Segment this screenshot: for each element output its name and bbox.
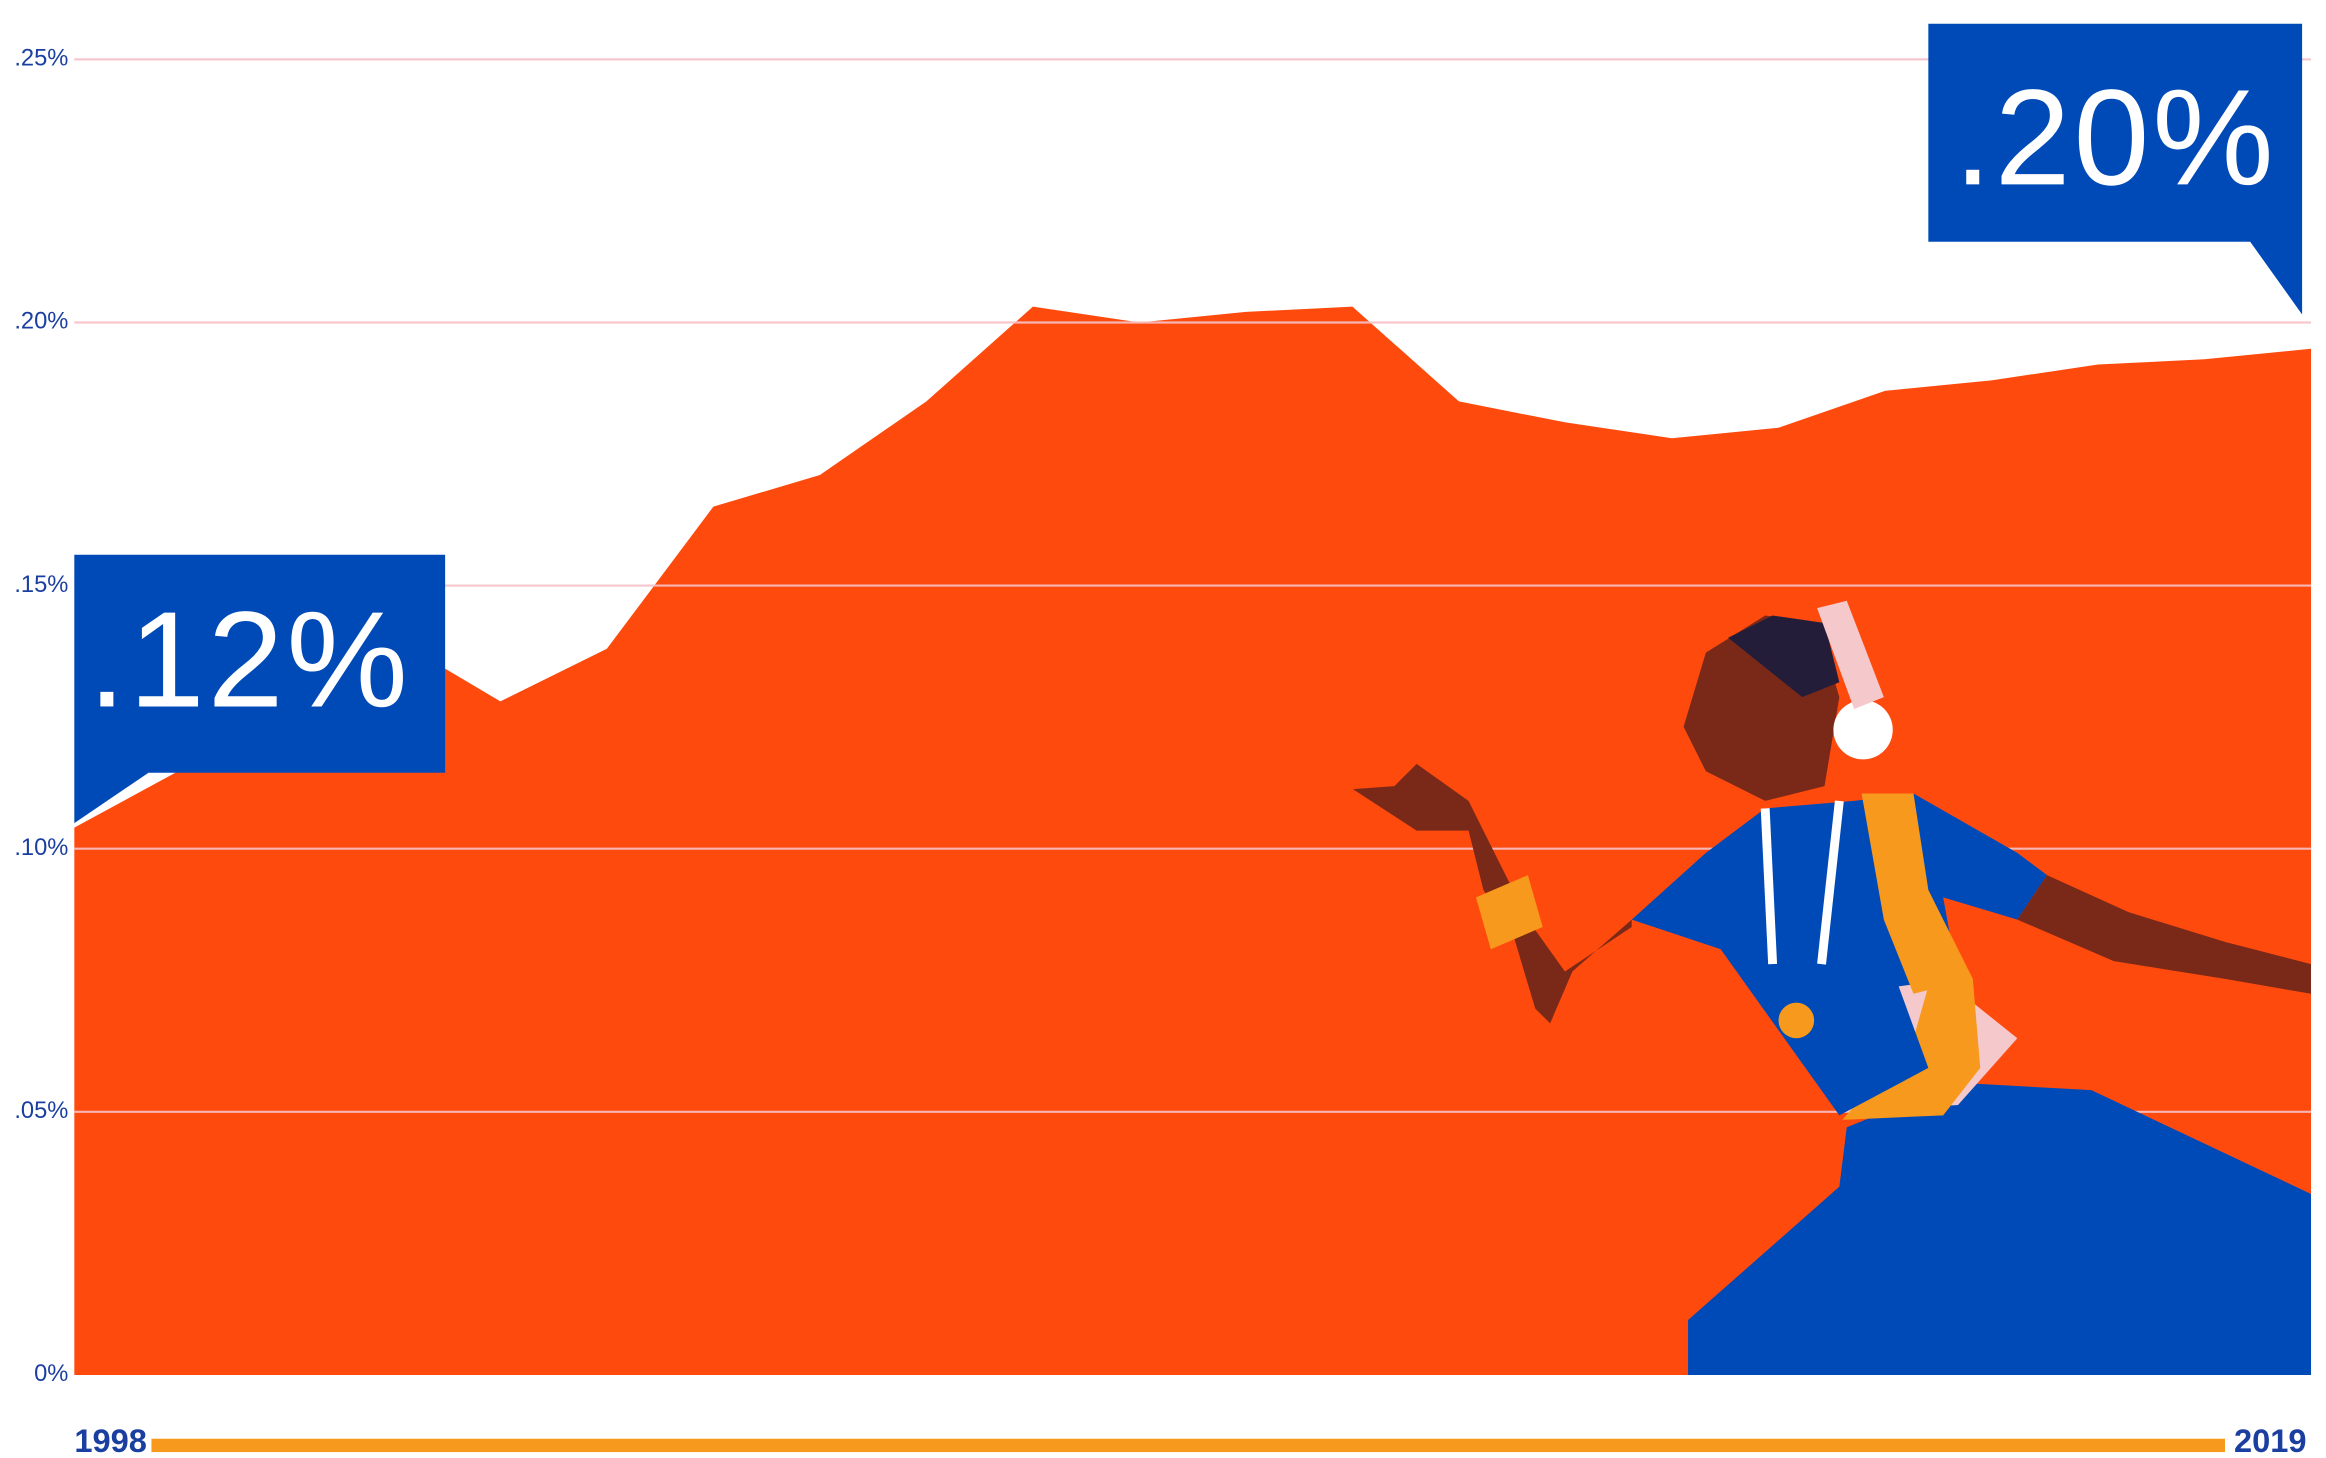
callout-box [1928,23,2303,315]
y-tick-label: .10% [14,835,68,861]
overlay: 1998 2019 .12% .20% [74,23,2307,1458]
x-tick-label: 2019 [2234,1422,2307,1458]
y-tick-label: .20% [14,309,68,335]
timeline [151,1438,2225,1453]
skirt [1688,1082,2312,1375]
flowers [1817,600,1884,709]
y-tick-label: .05% [14,1098,68,1124]
bangles [1475,875,1543,950]
dancer-illustration [1352,600,2312,1375]
x-tick-label: 1998 [74,1422,147,1458]
pendant [1778,1002,1815,1039]
callout-text: .20% [1954,60,2277,213]
y-tick-label: .25% [14,46,68,72]
blouse [1631,793,2047,1116]
hair [1728,615,1840,698]
callout-text: .12% [88,582,411,735]
area [74,306,2312,1375]
ornament [1833,700,1893,760]
necklace [1760,800,1844,965]
y-tick-label: 0% [34,1361,68,1387]
drape [1861,793,1973,994]
y-tick-label: .15% [14,572,68,598]
callout-box [74,554,446,824]
right-arm [2017,875,2312,994]
